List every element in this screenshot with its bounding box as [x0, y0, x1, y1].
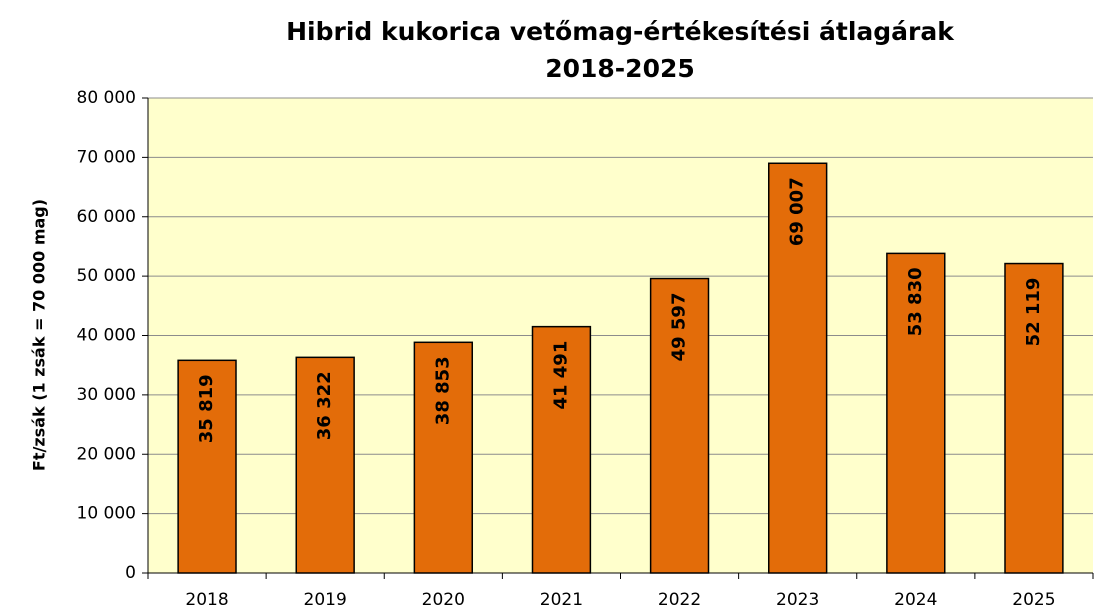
x-tick-label: 2024: [894, 590, 937, 610]
x-tick-label: 2023: [776, 590, 819, 610]
value-label: 49 597: [669, 293, 690, 362]
y-tick-label: 0: [125, 563, 136, 583]
bar: [177, 359, 237, 574]
x-tick-label: 2025: [1012, 590, 1055, 610]
x-tick-label: 2022: [658, 590, 701, 610]
value-label: 69 007: [787, 177, 808, 246]
y-tick-label: 10 000: [77, 504, 136, 524]
value-label: 35 819: [196, 374, 217, 443]
value-label: 38 853: [432, 356, 453, 425]
value-label: 41 491: [550, 341, 571, 410]
bar: [649, 277, 710, 574]
y-tick-label: 60 000: [77, 207, 136, 227]
y-tick-label: 30 000: [77, 385, 136, 405]
y-tick-label: 80 000: [77, 88, 136, 108]
y-tick-label: 40 000: [77, 326, 136, 346]
x-tick-label: 2018: [185, 590, 228, 610]
bar: [413, 341, 474, 574]
x-tick-label: 2020: [422, 590, 465, 610]
chart-title: Hibrid kukorica vetőmag-értékesítési átl…: [286, 17, 955, 46]
y-tick-label: 20 000: [77, 444, 136, 464]
bar: [531, 325, 592, 574]
value-label: 53 830: [905, 267, 926, 336]
x-tick-label: 2019: [304, 590, 347, 610]
y-tick-label: 70 000: [77, 147, 136, 167]
value-label: 36 322: [314, 371, 335, 440]
y-axis-label: Ft/zsák (1 zsák = 70 000 mag): [30, 199, 49, 471]
y-tick-label: 50 000: [77, 266, 136, 286]
bar: [295, 356, 355, 574]
bar: [886, 252, 946, 574]
chart-subtitle: 2018-2025: [545, 54, 695, 83]
bar: [767, 162, 828, 574]
value-label: 52 119: [1023, 278, 1044, 347]
bar: [1004, 262, 1064, 574]
x-tick-label: 2021: [540, 590, 583, 610]
